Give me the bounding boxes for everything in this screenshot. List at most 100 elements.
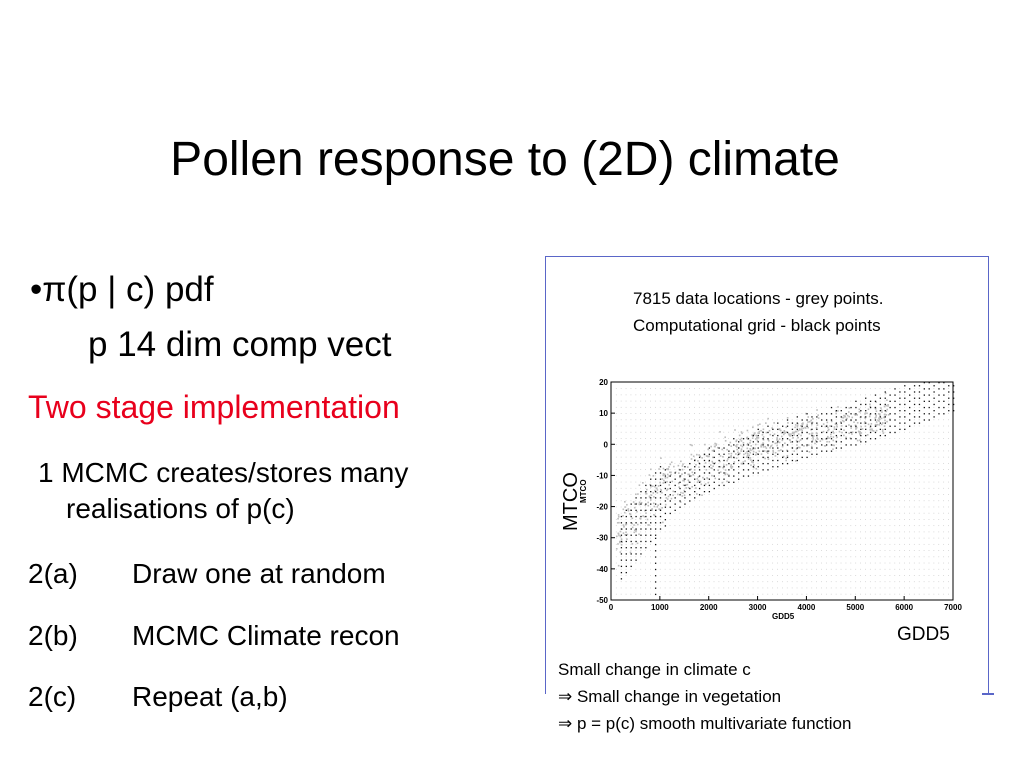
data-point	[714, 462, 716, 464]
grid-dot	[654, 519, 656, 520]
grid-dot	[645, 388, 646, 390]
grid-dot	[640, 494, 642, 495]
grid-dot	[767, 550, 769, 551]
grid-dot	[630, 556, 632, 558]
grid-dot	[738, 500, 739, 502]
grid-point	[830, 419, 833, 421]
data-point	[796, 425, 799, 428]
grid-point	[874, 438, 877, 440]
grid-dot	[772, 550, 774, 551]
grid-dot	[806, 531, 808, 533]
grid-dot	[845, 475, 847, 477]
grid-point	[825, 425, 828, 427]
data-point	[733, 461, 736, 463]
grid-dot	[738, 537, 739, 539]
grid-dot	[698, 431, 700, 433]
grid-dot	[948, 456, 949, 458]
grid-dot	[752, 419, 754, 421]
grid-point	[772, 447, 774, 449]
grid-dot	[635, 556, 637, 558]
grid-point	[796, 453, 798, 455]
data-point	[759, 423, 761, 426]
grid-point	[659, 466, 662, 468]
data-point	[756, 439, 759, 442]
grid-dot	[899, 487, 901, 489]
grid-dot	[742, 587, 744, 589]
grid-dot	[777, 587, 778, 589]
grid-dot	[635, 444, 637, 446]
grid-dot	[684, 500, 686, 502]
grid-dot	[811, 431, 813, 433]
data-point	[776, 439, 778, 441]
data-point	[869, 428, 872, 431]
data-point	[785, 457, 788, 460]
grid-dot	[772, 500, 774, 502]
grid-dot	[777, 419, 778, 421]
grid-dot	[855, 494, 857, 495]
grid-dot	[742, 550, 744, 551]
grid-dot	[845, 512, 847, 514]
data-point	[666, 489, 668, 492]
grid-point	[635, 540, 637, 543]
grid-point	[825, 450, 828, 452]
grid-dot	[801, 481, 803, 483]
data-point	[784, 442, 786, 445]
data-point	[663, 479, 665, 482]
grid-dot	[738, 506, 739, 508]
grid-dot	[767, 506, 769, 508]
data-point	[728, 474, 730, 477]
grid-point	[884, 391, 886, 393]
grid-dot	[860, 587, 861, 589]
grid-point	[650, 540, 652, 543]
grid-dot	[708, 587, 710, 589]
grid-dot	[733, 500, 734, 502]
grid-dot	[698, 531, 700, 533]
grid-dot	[899, 388, 901, 390]
data-point	[667, 495, 670, 498]
grid-dot	[869, 494, 871, 495]
grid-dot	[645, 487, 646, 489]
data-point	[687, 479, 690, 482]
grid-dot	[630, 562, 632, 564]
data-point	[713, 445, 716, 448]
grid-dot	[777, 481, 778, 483]
data-point	[740, 448, 743, 450]
grid-dot	[938, 519, 940, 520]
grid-dot	[630, 444, 632, 446]
grid-point	[806, 456, 808, 459]
grid-dot	[674, 506, 676, 508]
grid-dot	[909, 575, 910, 576]
grid-dot	[669, 587, 671, 589]
grid-point	[909, 388, 911, 390]
grid-dot	[913, 575, 915, 576]
grid-dot	[752, 562, 754, 564]
grid-point	[928, 394, 930, 396]
data-point	[828, 440, 831, 443]
grid-dot	[723, 587, 725, 589]
grid-point	[698, 469, 701, 471]
grid-dot	[948, 587, 949, 589]
data-point	[826, 440, 828, 443]
grid-dot	[791, 400, 793, 402]
grid-dot	[738, 438, 739, 439]
grid-dot	[615, 525, 617, 527]
grid-dot	[928, 469, 930, 470]
data-point	[746, 436, 749, 439]
grid-dot	[694, 388, 695, 390]
grid-dot	[943, 475, 945, 477]
grid-dot	[674, 556, 676, 558]
grid-dot	[777, 394, 778, 396]
grid-dot	[650, 587, 651, 589]
data-point	[707, 481, 710, 484]
grid-dot	[708, 575, 710, 576]
data-point	[618, 534, 620, 537]
data-point	[749, 442, 751, 444]
grid-dot	[723, 531, 725, 533]
data-point	[814, 439, 817, 442]
data-point	[656, 487, 658, 490]
grid-dot	[650, 519, 651, 520]
grid-dot	[625, 500, 627, 502]
grid-dot	[840, 568, 842, 570]
figure-panel	[545, 256, 989, 694]
grid-point	[733, 475, 735, 477]
